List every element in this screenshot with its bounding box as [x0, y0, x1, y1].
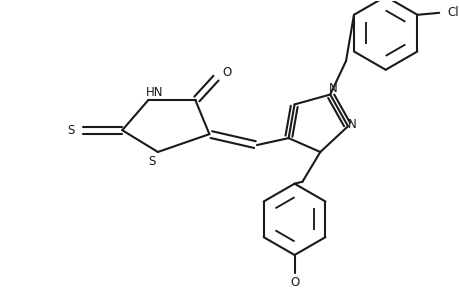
Text: Cl: Cl: [446, 6, 458, 19]
Text: HN: HN: [146, 86, 163, 99]
Text: S: S: [148, 155, 155, 168]
Text: N: N: [347, 118, 356, 131]
Text: N: N: [328, 82, 337, 95]
Text: O: O: [222, 66, 231, 79]
Text: O: O: [289, 276, 298, 289]
Text: S: S: [67, 124, 74, 137]
